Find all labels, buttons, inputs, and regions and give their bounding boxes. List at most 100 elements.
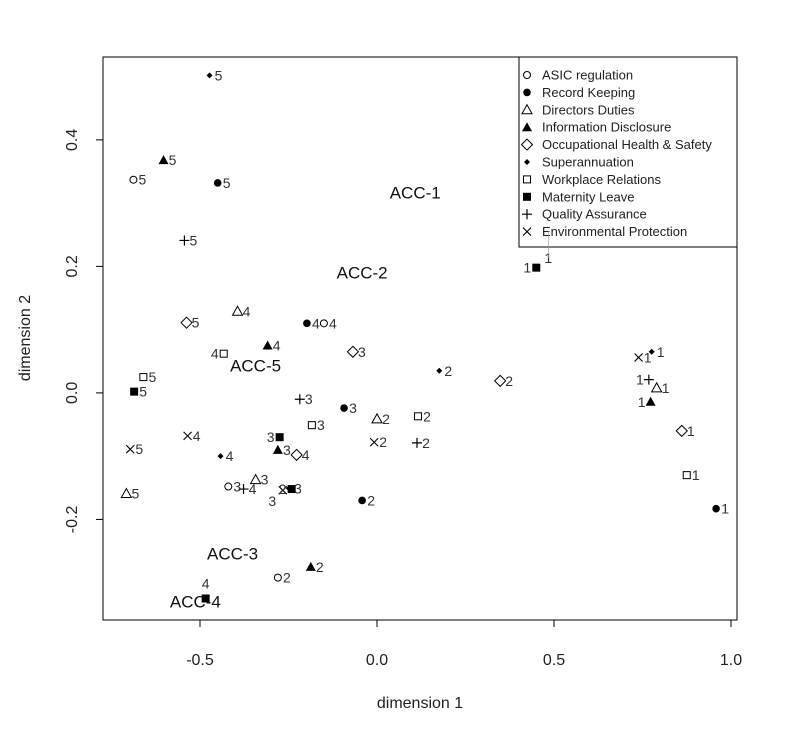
x-tick-label: 1.0: [720, 652, 742, 669]
legend-item: Maternity Leave: [523, 189, 635, 204]
x-tick-label: 0.5: [543, 652, 565, 669]
data-point-marker: [183, 431, 192, 441]
legend-label: Maternity Leave: [542, 189, 635, 204]
annotations: ACC-1 ACC-2 ACC-3 ACC-4 ACC-5: [170, 183, 441, 611]
data-point-marker: [231, 305, 244, 316]
data-point-marker: [369, 437, 379, 447]
legend-item: Quality Assurance: [522, 207, 647, 222]
series-environmental-protection: [125, 353, 643, 495]
data-point-marker: [414, 412, 423, 421]
y-axis-label: dimension 2: [17, 295, 34, 381]
series-information-disclosure: [158, 155, 656, 571]
legend-item: Record Keeping: [523, 85, 635, 100]
data-point-marker: [180, 316, 193, 329]
data-point-label: 5: [215, 67, 223, 83]
data-point-marker: [139, 373, 148, 382]
data-point-label: 4: [226, 448, 234, 464]
data-point-label: 3: [294, 480, 302, 496]
data-point-label: 5: [131, 485, 139, 501]
y-axis: -0.2 0.0 0.2 0.4: [64, 129, 104, 534]
data-point-marker: [294, 394, 305, 405]
series-record-keeping: [213, 179, 720, 513]
y-tick-label: 0.2: [64, 255, 81, 277]
data-point-label: 1: [638, 394, 646, 410]
data-point-marker: [634, 353, 643, 362]
data-point-marker: [275, 433, 284, 442]
data-point-marker: [206, 72, 213, 79]
data-point-label: 4: [202, 575, 210, 591]
data-point-label: 1: [692, 467, 700, 483]
data-point-marker: [217, 453, 224, 460]
legend-marker: [520, 138, 534, 151]
x-axis-label: dimension 1: [377, 695, 463, 712]
data-point-label: 2: [423, 408, 431, 424]
legend: ASIC regulation Record Keeping Directors D…: [518, 56, 738, 248]
series-occupational-health-safety: [180, 316, 688, 462]
y-tick-label: 0.0: [64, 382, 81, 404]
data-point-label: 4: [243, 303, 251, 319]
legend-item: Workplace Relations: [523, 172, 661, 187]
data-point-marker: [179, 235, 190, 246]
data-point-label: 2: [444, 363, 452, 379]
data-point-marker: [643, 374, 654, 385]
data-point-marker: [213, 179, 222, 187]
legend-marker: [523, 88, 531, 97]
legend-label: Workplace Relations: [542, 172, 661, 187]
data-point-marker: [319, 319, 328, 328]
data-point-marker: [287, 485, 296, 494]
data-point-label: 3: [358, 344, 366, 360]
legend-label: Directors Duties: [542, 102, 635, 117]
data-point-label: 2: [422, 435, 430, 451]
data-point-label: 5: [139, 384, 147, 400]
data-point-label: 4: [193, 428, 201, 444]
data-point-label: 5: [223, 175, 231, 191]
legend-label: Occupational Health & Safety: [542, 137, 712, 152]
data-point-label: 1: [687, 423, 695, 439]
data-point-marker: [201, 594, 210, 603]
data-point-label: 3: [317, 417, 325, 433]
data-point-label: 4: [273, 337, 281, 353]
data-point-label: 4: [329, 315, 337, 331]
data-point-marker: [290, 448, 303, 462]
data-point-marker: [682, 471, 691, 480]
data-point-label: 4: [211, 346, 219, 362]
data-point-label: 1: [662, 380, 670, 396]
annotation-label: ACC-4: [170, 593, 221, 612]
data-point-marker: [493, 374, 507, 388]
data-point-marker: [346, 345, 360, 358]
legend-item: ASIC regulation: [523, 68, 633, 83]
data-point-marker: [411, 437, 422, 448]
data-point-marker: [224, 482, 233, 491]
data-point-marker: [436, 367, 443, 374]
data-point-marker: [273, 573, 282, 582]
data-point-marker: [358, 496, 366, 505]
annotation-label: ACC-2: [337, 264, 388, 283]
data-point-label: 2: [316, 559, 324, 575]
legend-item: Superannuation: [524, 155, 634, 170]
y-tick-label: 0.4: [64, 129, 81, 151]
data-point-labels: 5432154321543215432154321543215432154321…: [131, 67, 729, 591]
data-point-label: 2: [382, 411, 390, 427]
y-tick-label: -0.2: [64, 506, 81, 534]
data-point-label: 5: [139, 172, 147, 188]
data-point-label: 5: [135, 441, 143, 457]
legend-marker: [522, 227, 532, 236]
data-point-label: 3: [261, 472, 269, 488]
legend-marker: [523, 192, 531, 201]
data-point-label: 1: [644, 349, 652, 365]
data-point-label: 3: [267, 429, 275, 445]
data-point-label: 4: [249, 481, 257, 497]
annotation-label: ACC-5: [230, 357, 281, 376]
data-point-marker: [238, 484, 249, 495]
data-point-marker: [120, 487, 133, 498]
x-axis: -0.5 0.0 0.5 1.0: [186, 619, 742, 669]
legend-item: Directors Duties: [521, 102, 635, 117]
data-point-marker: [125, 444, 135, 454]
data-point-marker: [305, 561, 316, 571]
data-point-label: 3: [305, 391, 313, 407]
data-point-label: 3: [349, 400, 357, 416]
data-point-label: 5: [148, 369, 156, 385]
data-point-marker: [249, 473, 262, 485]
legend-label: Record Keeping: [542, 85, 635, 100]
legend-item: Occupational Health & Safety: [520, 137, 712, 152]
